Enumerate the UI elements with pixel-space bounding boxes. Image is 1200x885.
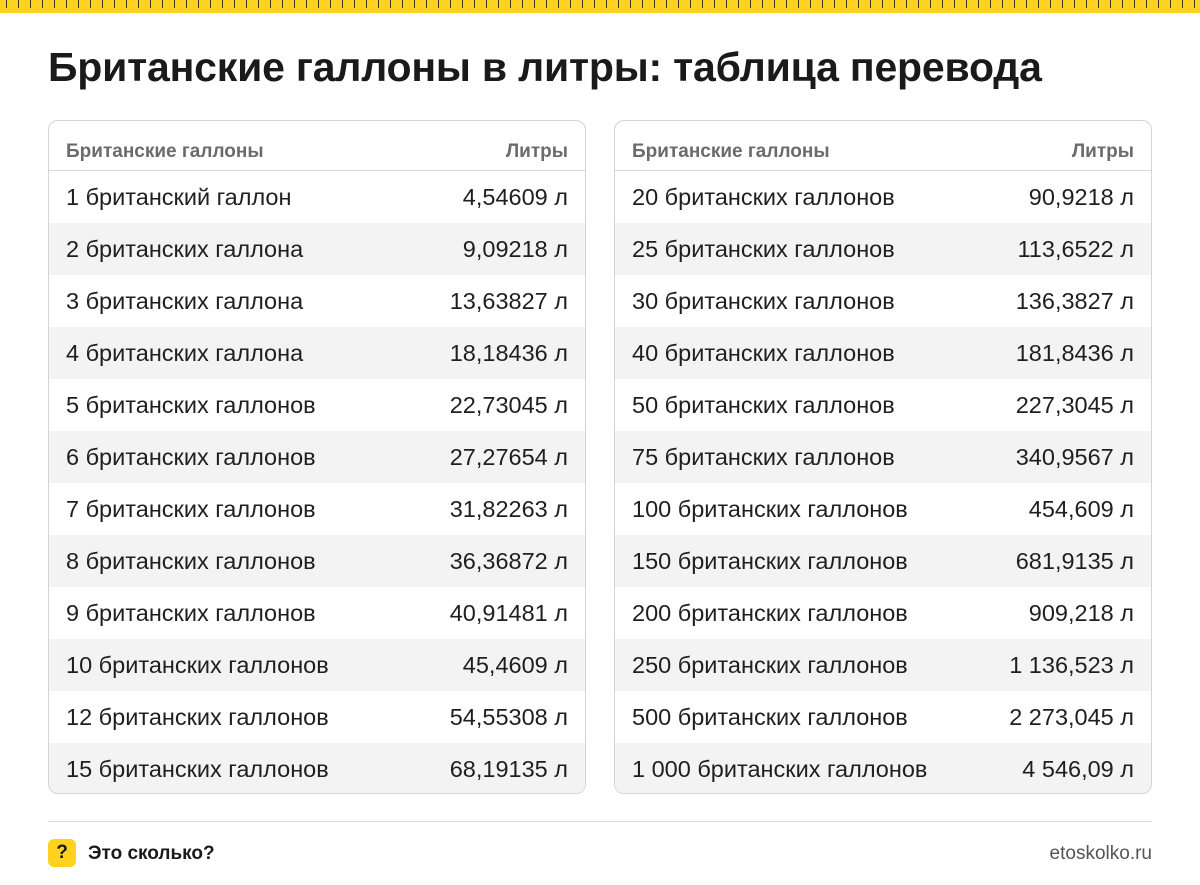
liters-cell: 909,218 л	[1028, 599, 1134, 626]
gallons-cell: 2 британских галлона	[66, 235, 304, 262]
liters-cell: 13,63827 л	[449, 287, 568, 314]
table-header: Британские галлоны Литры	[49, 121, 585, 171]
gallons-cell: 75 британских галлонов	[632, 443, 895, 470]
liters-cell: 31,82263 л	[449, 495, 568, 522]
gallons-cell: 250 британских галлонов	[632, 651, 908, 678]
table-row: 100 британских галлонов 454,609 л	[615, 483, 1151, 535]
gallons-cell: 500 британских галлонов	[632, 703, 908, 730]
gallons-cell: 6 британских галлонов	[66, 443, 316, 470]
liters-cell: 40,91481 л	[449, 599, 568, 626]
gallons-cell: 100 британских галлонов	[632, 495, 908, 522]
table-row: 2 британских галлона 9,09218 л	[49, 223, 585, 275]
header-gallons: Британские галлоны	[632, 140, 830, 162]
page-title: Британские галлоны в литры: таблица пере…	[48, 44, 1042, 90]
table-row: 20 британских галлонов 90,9218 л	[615, 171, 1151, 223]
gallons-cell: 1 000 британских галлонов	[632, 755, 928, 782]
gallons-cell: 9 британских галлонов	[66, 599, 316, 626]
liters-cell: 68,19135 л	[449, 755, 568, 782]
liters-cell: 27,27654 л	[449, 443, 568, 470]
table-header: Британские галлоны Литры	[615, 121, 1151, 171]
table-row: 7 британских галлонов 31,82263 л	[49, 483, 585, 535]
table-row: 500 британских галлонов 2 273,045 л	[615, 691, 1151, 743]
liters-cell: 54,55308 л	[449, 703, 568, 730]
table-body: 20 британских галлонов 90,9218 л 25 британ…	[615, 171, 1151, 793]
table-row: 6 британских галлонов 27,27654 л	[49, 431, 585, 483]
table-body: 1 британский галлон 4,54609 л 2 британских…	[49, 171, 585, 793]
table-row: 8 британских галлонов 36,36872 л	[49, 535, 585, 587]
question-logo-icon: ?	[48, 839, 76, 867]
table-row: 10 британских галлонов 45,4609 л	[49, 639, 585, 691]
conversion-table-right: Британские галлоны Литры 20 британских г…	[614, 120, 1152, 794]
liters-cell: 36,36872 л	[449, 547, 568, 574]
gallons-cell: 4 британских галлона	[66, 339, 304, 366]
liters-cell: 4 546,09 л	[1022, 755, 1134, 782]
gallons-cell: 3 британских галлона	[66, 287, 304, 314]
table-row: 5 британских галлонов 22,73045 л	[49, 379, 585, 431]
table-row: 250 британских галлонов 1 136,523 л	[615, 639, 1151, 691]
liters-cell: 2 273,045 л	[1009, 703, 1134, 730]
conversion-table-left: Британские галлоны Литры 1 британский га…	[48, 120, 586, 794]
gallons-cell: 7 британских галлонов	[66, 495, 316, 522]
liters-cell: 90,9218 л	[1028, 183, 1134, 210]
brand-name: Это сколько?	[88, 843, 215, 864]
header-liters: Литры	[1071, 140, 1134, 162]
liters-cell: 227,3045 л	[1015, 391, 1134, 418]
table-row: 25 британских галлонов 113,6522 л	[615, 223, 1151, 275]
liters-cell: 18,18436 л	[449, 339, 568, 366]
header-gallons: Британские галлоны	[66, 140, 264, 162]
gallons-cell: 5 британских галлонов	[66, 391, 316, 418]
liters-cell: 9,09218 л	[462, 235, 568, 262]
table-row: 12 британских галлонов 54,55308 л	[49, 691, 585, 743]
table-row: 30 британских галлонов 136,3827 л	[615, 275, 1151, 327]
liters-cell: 22,73045 л	[449, 391, 568, 418]
table-row: 50 британских галлонов 227,3045 л	[615, 379, 1151, 431]
table-row: 3 британских галлона 13,63827 л	[49, 275, 585, 327]
gallons-cell: 40 британских галлонов	[632, 339, 895, 366]
gallons-cell: 25 британских галлонов	[632, 235, 895, 262]
table-row: 150 британских галлонов 681,9135 л	[615, 535, 1151, 587]
table-row: 9 британских галлонов 40,91481 л	[49, 587, 585, 639]
table-row: 40 британских галлонов 181,8436 л	[615, 327, 1151, 379]
gallons-cell: 150 британских галлонов	[632, 547, 908, 574]
gallons-cell: 10 британских галлонов	[66, 651, 329, 678]
liters-cell: 1 136,523 л	[1009, 651, 1134, 678]
liters-cell: 4,54609 л	[462, 183, 568, 210]
liters-cell: 181,8436 л	[1015, 339, 1134, 366]
liters-cell: 136,3827 л	[1015, 287, 1134, 314]
gallons-cell: 30 британских галлонов	[632, 287, 895, 314]
table-row: 75 британских галлонов 340,9567 л	[615, 431, 1151, 483]
liters-cell: 113,6522 л	[1017, 235, 1134, 262]
site-url[interactable]: etoskolko.ru	[1049, 843, 1152, 864]
liters-cell: 45,4609 л	[462, 651, 568, 678]
gallons-cell: 200 британских галлонов	[632, 599, 908, 626]
table-row: 15 британских галлонов 68,19135 л	[49, 743, 585, 793]
gallons-cell: 50 британских галлонов	[632, 391, 895, 418]
gallons-cell: 20 британских галлонов	[632, 183, 895, 210]
table-row: 200 британских галлонов 909,218 л	[615, 587, 1151, 639]
gallons-cell: 8 британских галлонов	[66, 547, 316, 574]
liters-cell: 340,9567 л	[1015, 443, 1134, 470]
footer-divider	[48, 821, 1152, 822]
table-row: 1 британский галлон 4,54609 л	[49, 171, 585, 223]
table-row: 4 британских галлона 18,18436 л	[49, 327, 585, 379]
liters-cell: 681,9135 л	[1015, 547, 1134, 574]
gallons-cell: 1 британский галлон	[66, 183, 292, 210]
table-row: 1 000 британских галлонов 4 546,09 л	[615, 743, 1151, 793]
header-liters: Литры	[505, 140, 568, 162]
gallons-cell: 15 британских галлонов	[66, 755, 329, 782]
liters-cell: 454,609 л	[1028, 495, 1134, 522]
gallons-cell: 12 британских галлонов	[66, 703, 329, 730]
ruler-strip	[0, 0, 1200, 13]
